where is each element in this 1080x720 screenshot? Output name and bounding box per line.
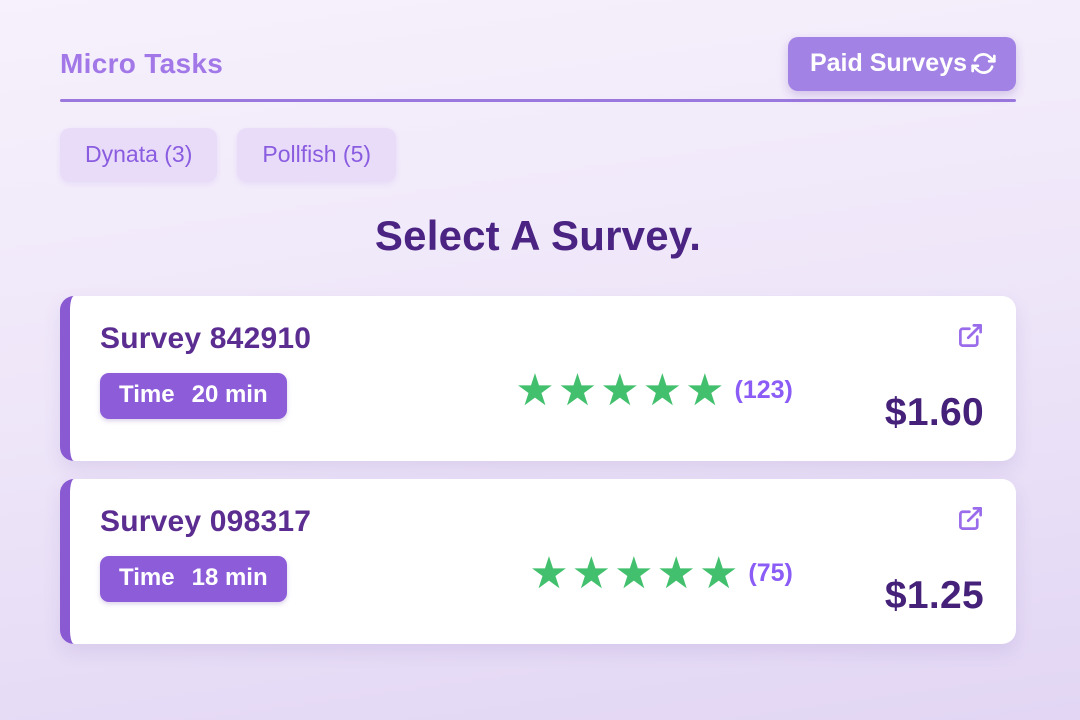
time-badge-label: Time (119, 381, 175, 408)
survey-card-info: Survey 098317 Time 18 min (100, 505, 529, 618)
survey-card[interactable]: Survey 842910 Time 20 min ★★★★★ (123) (60, 296, 1016, 461)
star-rating-icons: ★★★★★ (529, 548, 742, 598)
survey-name: Survey 098317 (100, 505, 312, 538)
filter-chip-dynata[interactable]: Dynata (3) (60, 128, 218, 182)
time-badge: Time 20 min (100, 373, 287, 419)
paid-surveys-button-label: Paid Surveys (809, 49, 967, 77)
survey-card-actions: $1.25 (885, 505, 984, 618)
star-rating-icons: ★★★★★ (515, 365, 728, 415)
rating-count: (75) (748, 559, 793, 587)
provider-filters: Dynata (3) Pollfish (5) (60, 128, 1016, 182)
header-divider (60, 99, 1016, 102)
survey-rating: ★★★★★ (75) (529, 548, 793, 598)
survey-rating: ★★★★★ (123) (515, 365, 793, 415)
page: Micro Tasks Paid Surveys Dynata (3) Poll… (60, 0, 1016, 644)
external-link-icon[interactable] (957, 505, 984, 532)
survey-card[interactable]: Survey 098317 Time 18 min ★★★★★ (75) (60, 479, 1016, 644)
survey-list: Survey 842910 Time 20 min ★★★★★ (123) (60, 296, 1016, 644)
section-title: Select A Survey. (374, 212, 702, 259)
rating-count: (123) (734, 376, 793, 404)
survey-payout: $1.25 (884, 574, 984, 617)
header: Micro Tasks Paid Surveys (60, 36, 1016, 92)
filter-chip-pollfish[interactable]: Pollfish (5) (237, 128, 397, 182)
external-link-icon[interactable] (957, 322, 984, 349)
time-badge-label: Time (119, 564, 175, 591)
paid-surveys-refresh-button[interactable]: Paid Surveys (787, 37, 1016, 91)
time-badge-value: 20 min (191, 381, 268, 408)
survey-payout: $1.60 (884, 391, 984, 434)
page-title: Micro Tasks (60, 48, 224, 79)
survey-name: Survey 842910 (100, 322, 312, 355)
refresh-icon (971, 51, 996, 76)
survey-card-info: Survey 842910 Time 20 min (100, 322, 515, 435)
time-badge-value: 18 min (191, 564, 268, 591)
survey-card-actions: $1.60 (885, 322, 984, 435)
time-badge: Time 18 min (100, 556, 287, 602)
